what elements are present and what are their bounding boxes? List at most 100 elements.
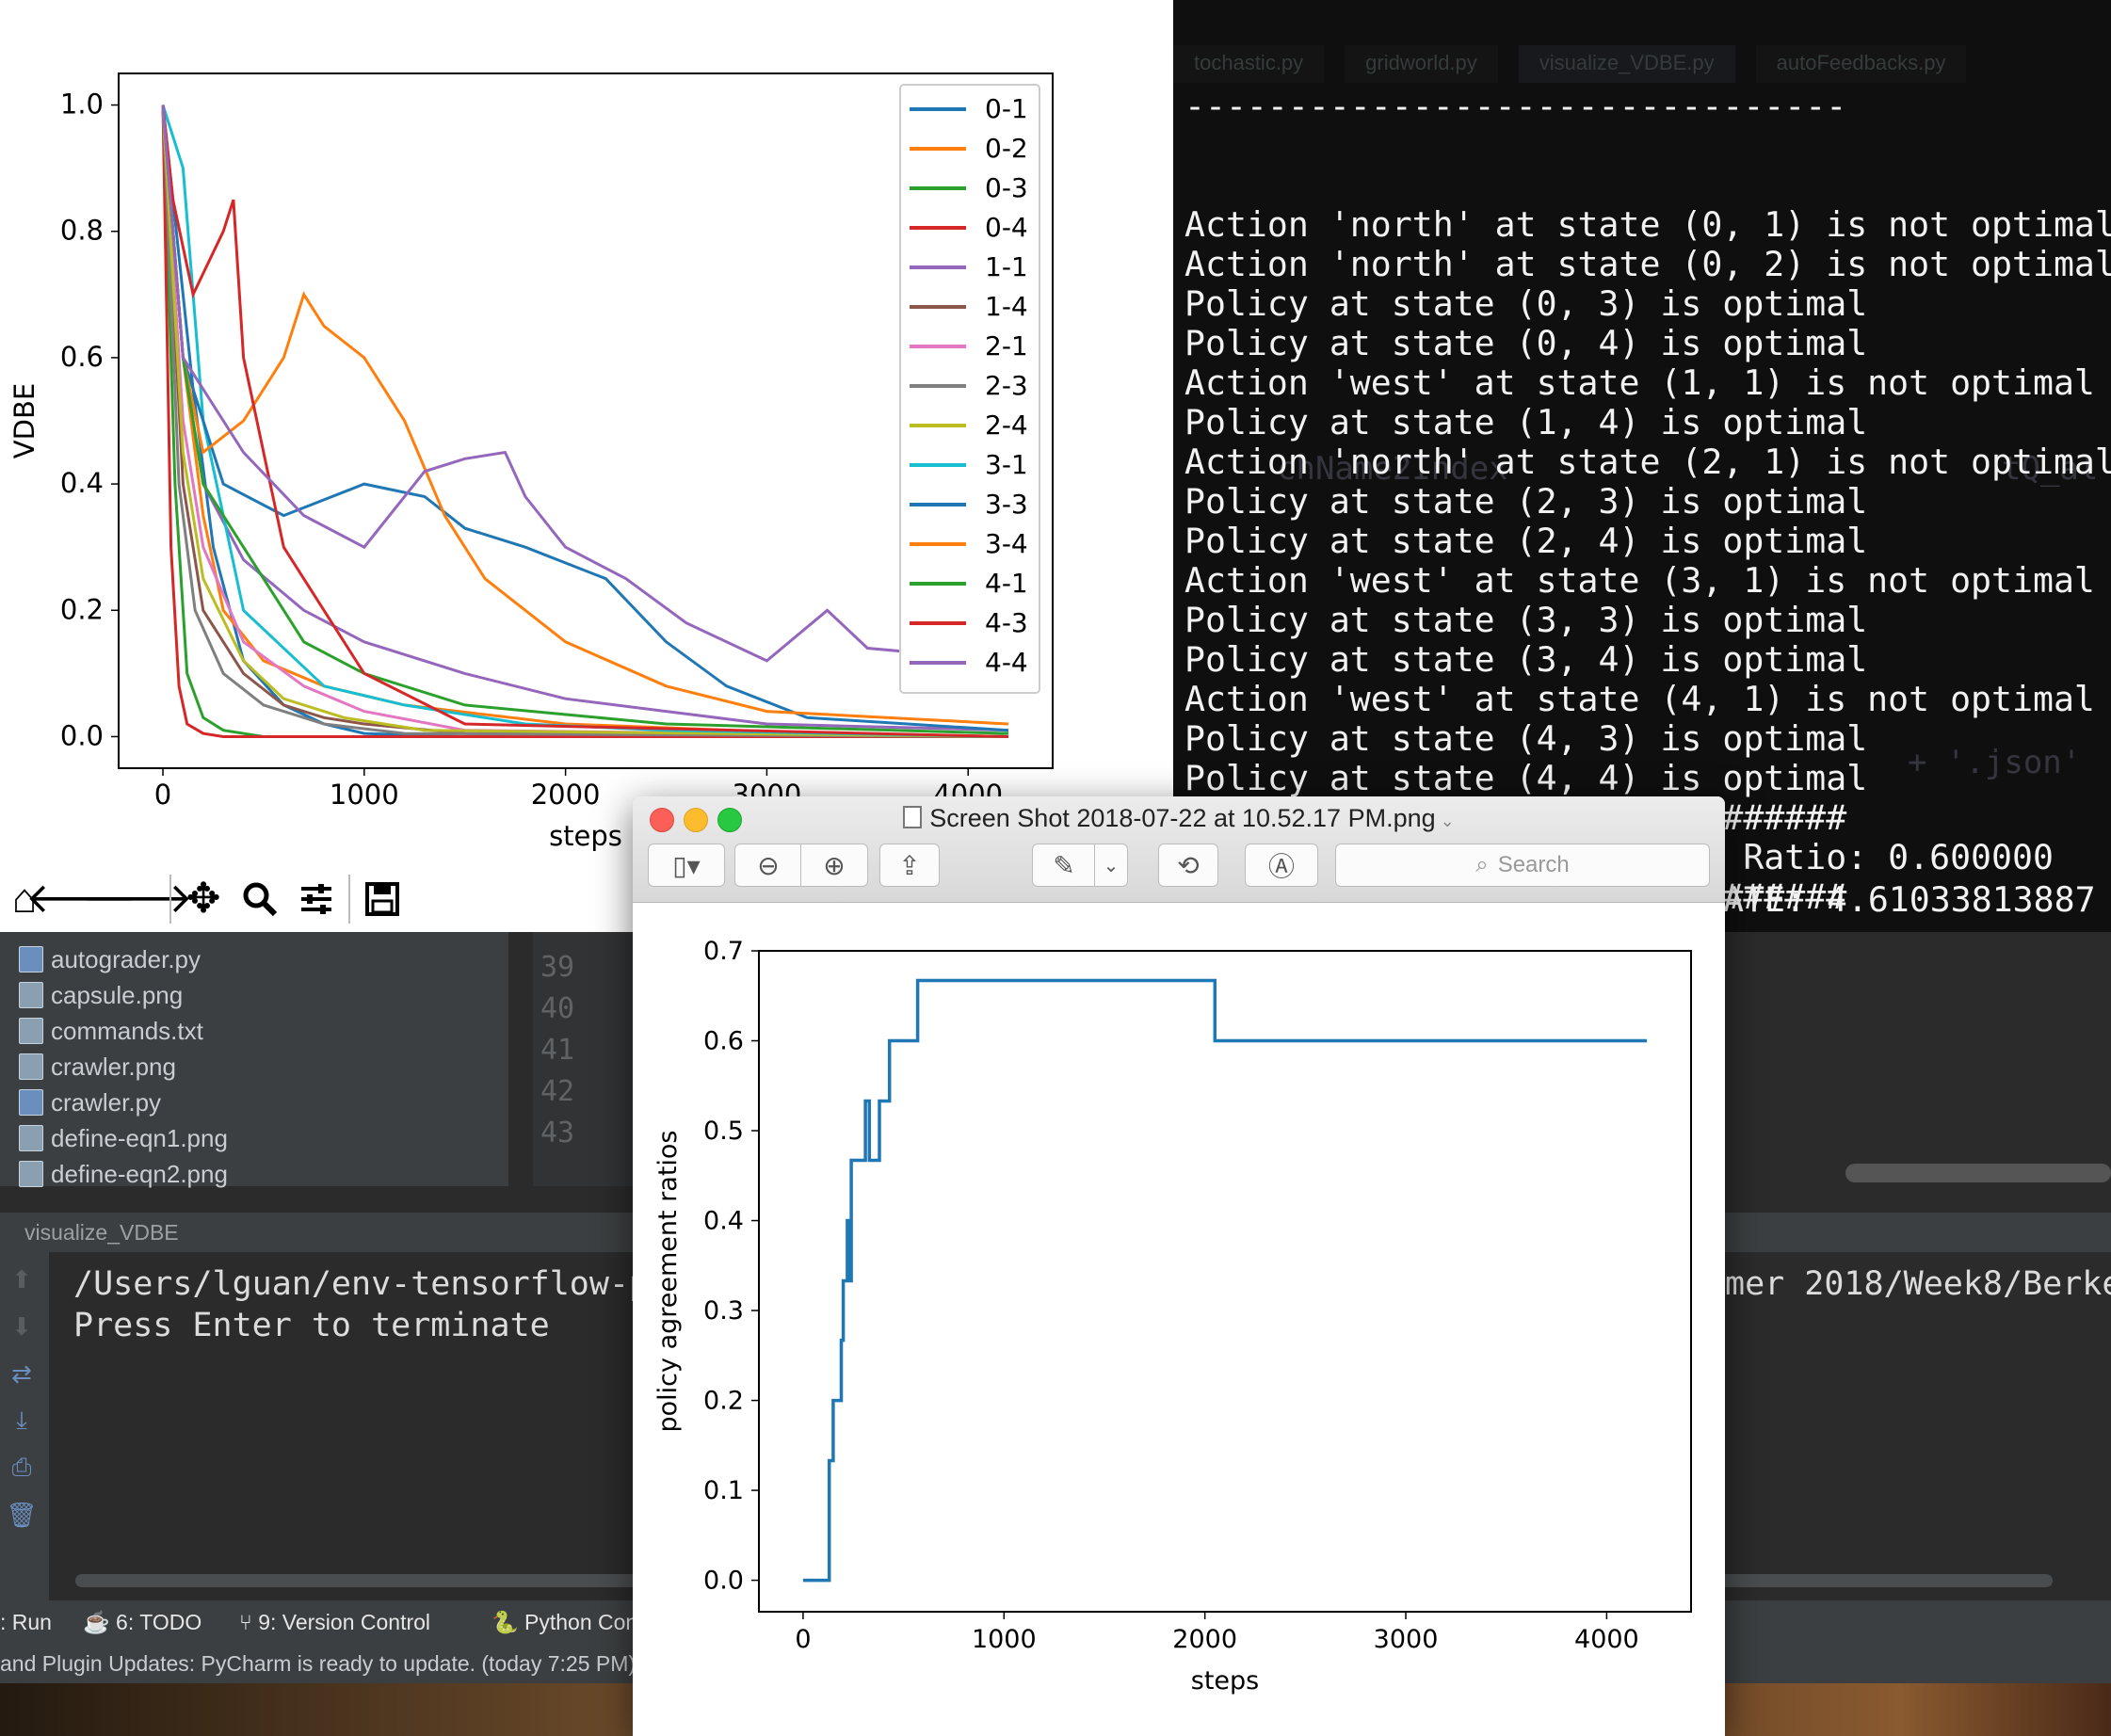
terminal-window[interactable]: tochastic.py gridworld.py visualize_VDBE… — [1173, 0, 2111, 932]
file-tree-item[interactable]: define-eqn1.png — [19, 1120, 228, 1156]
line-number: 43 — [540, 1117, 575, 1149]
legend-label: 0-1 — [985, 93, 1028, 124]
legend-label: 2-3 — [985, 370, 1028, 401]
zoom-window-button[interactable] — [717, 808, 742, 832]
ghost-code-text: + '.json' — [1908, 744, 2082, 781]
terminal-line: Policy at state (4, 4) is optimal — [1184, 758, 1868, 798]
file-name: commands.txt — [51, 1016, 203, 1045]
status-bar: and Plugin Updates: PyCharm is ready to … — [0, 1644, 2111, 1683]
y-axis-label: policy agreement ratios — [653, 1131, 683, 1433]
series-line — [161, 104, 1009, 735]
x-tick-label: 0 — [795, 1625, 811, 1654]
zoom-magnifier-icon[interactable] — [235, 875, 284, 924]
x-axis-label: steps — [1191, 1666, 1259, 1696]
terminal-line: Policy at state (2, 3) is optimal — [1184, 481, 1868, 522]
run-panel-toolbar: ⬆ ⬇ ⇄ ⤓ ⎙ 🗑 — [0, 1252, 49, 1629]
editor-scrollbar[interactable] — [1845, 1164, 2111, 1182]
sidebar-toggle-button[interactable]: ▯▾ — [648, 844, 725, 887]
save-disk-icon[interactable] — [358, 875, 407, 924]
soft-wrap-icon[interactable]: ⇄ — [11, 1358, 32, 1388]
pan-move-icon[interactable]: ✥ — [185, 876, 221, 922]
text-file-icon — [19, 1018, 43, 1044]
file-tree-item[interactable]: commands.txt — [19, 1013, 203, 1049]
forward-arrow-icon[interactable]: 🡒 — [82, 876, 193, 922]
share-icon: ⇪ — [898, 850, 921, 880]
series-line — [161, 104, 1009, 732]
editor-tab[interactable]: gridworld.py — [1345, 45, 1498, 83]
file-tree-item[interactable]: define-eqn2.png — [19, 1156, 228, 1192]
x-tick-label: 0 — [154, 779, 171, 811]
file-tree-item[interactable]: capsule.png — [19, 977, 183, 1013]
run-output-line: Press Enter to terminate — [73, 1307, 550, 1344]
share-button[interactable]: ⇪ — [879, 844, 940, 887]
tool-tab-run[interactable]: : Run — [0, 1610, 52, 1634]
legend-label: 4-4 — [985, 647, 1028, 678]
home-icon[interactable]: ⌂ — [11, 876, 38, 922]
markup-pen-button[interactable]: ✎ — [1032, 844, 1096, 887]
policy-agreement-chart: 0 1000 2000 3000 4000 0.0 0.1 0.2 0.3 0.4 0.5 0.6 0.… — [653, 937, 1692, 1696]
chevron-down-icon[interactable]: ⌄ — [1435, 812, 1455, 830]
series-line — [161, 104, 1009, 726]
zoom-in-button[interactable]: ⊕ — [800, 844, 868, 887]
tool-tab-todo[interactable]: ☕ 6: TODO — [83, 1610, 201, 1635]
terminal-line: Action 'north' at state (0, 2) is not op… — [1184, 244, 2111, 284]
legend-label: 0-4 — [985, 212, 1028, 243]
zoom-out-button[interactable]: ⊖ — [734, 844, 802, 887]
rotate-icon: ⟲ — [1177, 850, 1200, 880]
scroll-to-end-icon[interactable]: ⤓ — [16, 1406, 27, 1434]
minimize-window-button[interactable] — [684, 808, 708, 832]
scroll-down-icon[interactable]: ⬇ — [11, 1311, 32, 1341]
close-window-button[interactable] — [650, 808, 674, 832]
status-text[interactable]: and Plugin Updates: PyCharm is ready to … — [0, 1651, 637, 1676]
y-tick-label: 0.5 — [703, 1117, 744, 1146]
print-icon[interactable]: ⎙ — [11, 1453, 32, 1481]
file-name: crawler.png — [51, 1052, 176, 1081]
series-line — [802, 978, 1648, 1583]
editor-tab[interactable]: autoFeedbacks.py — [1755, 45, 1967, 83]
legend-label: 2-4 — [985, 410, 1028, 441]
y-tick-label: 0.2 — [703, 1387, 744, 1416]
editor-tab[interactable]: tochastic.py — [1173, 45, 1325, 83]
sidebar-icon: ▯▾ — [672, 850, 701, 880]
y-tick-label: 0.3 — [703, 1296, 744, 1326]
rotate-button[interactable]: ⟲ — [1158, 844, 1218, 887]
annotate-button[interactable]: Ⓐ — [1245, 844, 1318, 887]
ghost-code-text: tQ_al — [2002, 450, 2099, 488]
vdbe-chart: 0 1000 2000 3000 40000.00.20.40.60.81.0steps… — [8, 72, 1054, 852]
vdbe-figure-window[interactable]: 0 1000 2000 3000 4000 0.0 0.2 0.4 0.6 0.8 1.0 steps… — [0, 0, 1173, 932]
legend-label: 1-4 — [985, 291, 1028, 322]
series-line — [161, 104, 1008, 738]
y-tick-label: 0.6 — [703, 1027, 744, 1056]
tool-tab-python-console[interactable]: 🐍 Python Con — [491, 1610, 637, 1635]
configure-sliders-icon[interactable] — [292, 875, 341, 924]
legend-label: 4-3 — [985, 607, 1028, 638]
run-output-line-right: mer 2018/Week8/Berkel — [1725, 1265, 2111, 1303]
markup-dropdown-button[interactable]: ⌄ — [1094, 844, 1128, 887]
scroll-up-icon[interactable]: ⬆ — [11, 1264, 32, 1294]
terminal-line: Action 'west' at state (4, 1) is not opt… — [1184, 679, 2095, 719]
tool-tab-version-control[interactable]: ⑂ 9: Version Control — [239, 1610, 430, 1635]
legend-label: 4-1 — [985, 568, 1028, 599]
y-tick-label: 0.7 — [703, 937, 744, 966]
terminal-line: Policy at state (0, 3) is optimal — [1184, 283, 1868, 324]
run-tab-title[interactable]: visualize_VDBE — [24, 1220, 179, 1245]
matplotlib-toolbar: ⌂ 🡐 🡒 ✥ — [0, 866, 414, 932]
project-file-tree: autograder.py capsule.png commands.txt craw… — [0, 932, 508, 1188]
legend-label: 3-1 — [985, 449, 1028, 480]
tool-tab-console-label: Python Con — [524, 1610, 638, 1634]
search-field[interactable]: ⌕ Search — [1335, 844, 1710, 887]
preview-window[interactable]: Screen Shot 2018-07-22 at 10.52.17 PM.pn… — [633, 796, 1725, 1736]
terminal-separator: -------------------------------- — [1184, 86, 1847, 126]
x-tick-label: 2000 — [1172, 1625, 1237, 1654]
file-tree-item[interactable]: crawler.py — [19, 1085, 161, 1120]
terminal-line: Action 'north' at state (0, 1) is not op… — [1184, 204, 2111, 245]
file-tree-item[interactable]: crawler.png — [19, 1049, 176, 1085]
document-icon — [903, 806, 923, 828]
preview-title-text: Screen Shot 2018-07-22 at 10.52.17 PM.pn… — [929, 804, 1436, 832]
trash-icon[interactable]: 🗑 — [6, 1500, 38, 1529]
run-output-line: /Users/lguan/env-tensorflow-py — [73, 1265, 669, 1303]
legend-box — [899, 84, 1040, 694]
terminal-line: Policy at state (0, 4) is optimal — [1184, 323, 1868, 363]
file-tree-item[interactable]: autograder.py — [19, 941, 201, 977]
editor-tab-active[interactable]: visualize_VDBE.py — [1518, 45, 1735, 83]
